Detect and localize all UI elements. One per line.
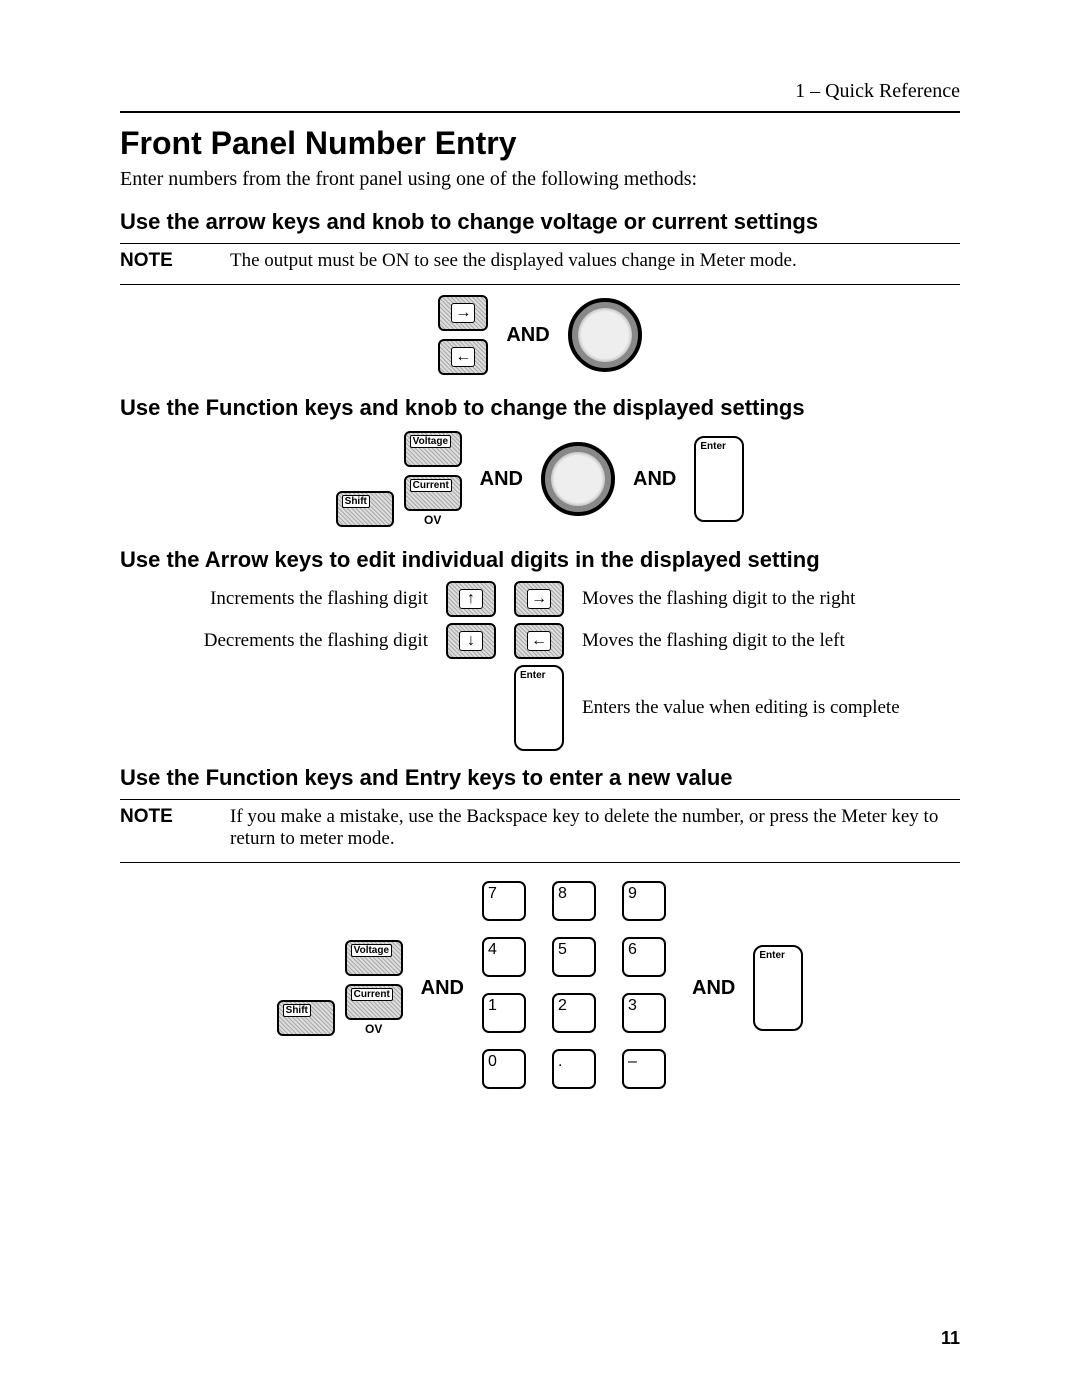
header-chapter: 1 – Quick Reference — [120, 80, 960, 103]
key-4: 4 — [482, 937, 526, 977]
and-label: AND — [692, 977, 735, 1000]
key-dot: . — [552, 1049, 596, 1089]
key-8: 8 — [552, 881, 596, 921]
current-key: Current — [404, 475, 462, 511]
shift-key: Shift — [277, 1000, 335, 1036]
arrow-right-key: → — [438, 295, 488, 331]
arrow-left-key: ← — [438, 339, 488, 375]
arrow-left-key: ← — [514, 623, 564, 659]
numeric-keypad: 7 8 9 4 5 6 1 2 3 0 . – — [482, 881, 674, 1095]
left-text: Moves the flashing digit to the left — [582, 630, 912, 652]
section1-heading: Use the arrow keys and knob to change vo… — [120, 209, 960, 235]
ov-label: OV — [365, 1022, 382, 1036]
section3-heading: Use the Arrow keys to edit individual di… — [120, 547, 960, 573]
ov-label: OV — [424, 513, 441, 527]
rule — [120, 862, 960, 863]
note-label: NOTE — [120, 250, 230, 272]
key-1: 1 — [482, 993, 526, 1033]
knob-icon — [541, 442, 615, 516]
arrow-down-key: ↓ — [446, 623, 496, 659]
enter-key: Enter — [753, 945, 803, 1031]
key-2: 2 — [552, 993, 596, 1033]
section4-heading: Use the Function keys and Entry keys to … — [120, 765, 960, 791]
key-0: 0 — [482, 1049, 526, 1089]
page-number: 11 — [941, 1328, 960, 1349]
voltage-key: Voltage — [345, 940, 403, 976]
diagram-2: Shift Voltage Current OV AND AND Enter — [120, 431, 960, 527]
enter-key: Enter — [514, 665, 564, 751]
intro-text: Enter numbers from the front panel using… — [120, 168, 960, 191]
note-block-1: NOTE The output must be ON to see the di… — [120, 244, 960, 278]
key-7: 7 — [482, 881, 526, 921]
enter-desc: Enters the value when editing is complet… — [582, 697, 912, 719]
enter-key: Enter — [694, 436, 744, 522]
key-6: 6 — [622, 937, 666, 977]
inc-text: Increments the flashing digit — [168, 588, 428, 610]
note-text: The output must be ON to see the display… — [230, 250, 960, 272]
header-rule — [120, 111, 960, 113]
note-block-2: NOTE If you make a mistake, use the Back… — [120, 800, 960, 856]
dec-text: Decrements the flashing digit — [168, 630, 428, 652]
current-key: Current — [345, 984, 403, 1020]
key-5: 5 — [552, 937, 596, 977]
diagram-1: → ← AND — [120, 295, 960, 375]
arrow-right-key: → — [514, 581, 564, 617]
note-label: NOTE — [120, 806, 230, 828]
arrow-desc-block: Increments the flashing digit ↑ → Moves … — [120, 581, 960, 751]
key-minus: – — [622, 1049, 666, 1089]
page-title: Front Panel Number Entry — [120, 125, 960, 162]
and-label: AND — [633, 468, 676, 491]
shift-key: Shift — [336, 491, 394, 527]
and-label: AND — [480, 468, 523, 491]
right-text: Moves the flashing digit to the right — [582, 588, 912, 610]
voltage-key: Voltage — [404, 431, 462, 467]
section2-heading: Use the Function keys and knob to change… — [120, 395, 960, 421]
diagram-4: Shift Voltage Current OV AND 7 8 9 4 5 6… — [120, 881, 960, 1095]
key-9: 9 — [622, 881, 666, 921]
note-text: If you make a mistake, use the Backspace… — [230, 806, 960, 850]
key-3: 3 — [622, 993, 666, 1033]
knob-icon — [568, 298, 642, 372]
arrow-up-key: ↑ — [446, 581, 496, 617]
and-label: AND — [421, 977, 464, 1000]
rule — [120, 284, 960, 285]
and-label: AND — [506, 324, 549, 347]
